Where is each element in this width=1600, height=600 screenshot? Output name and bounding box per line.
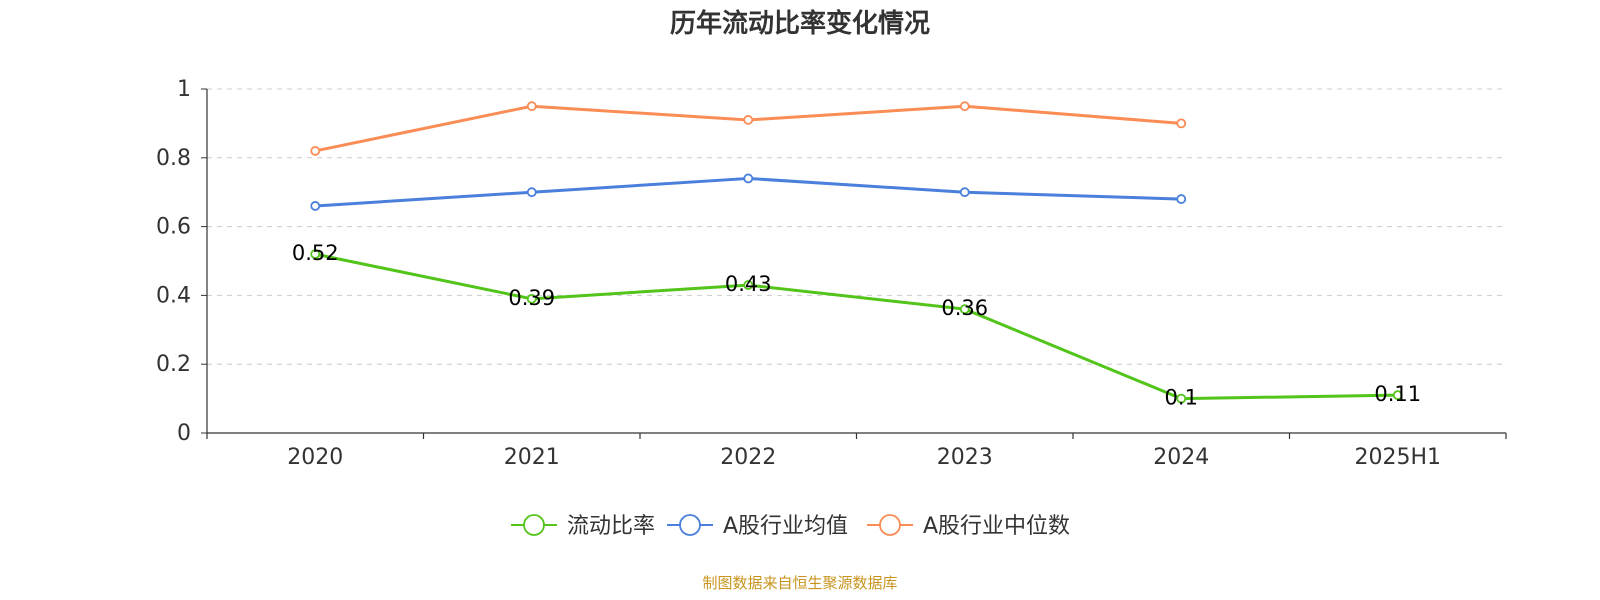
y-tick-label: 1 — [177, 77, 191, 102]
data-point — [1176, 393, 1187, 404]
data-point — [310, 201, 321, 211]
legend-item[interactable]: 流动比率 — [511, 514, 655, 539]
data-point — [959, 101, 970, 112]
axes-layer: 0 0.2 0.4 0.6 0.8 1 2020 2021 2022 2023 2024 2025H1 — [156, 77, 1507, 470]
data-label: 0.36 — [941, 296, 988, 320]
x-tick-label: 2022 — [720, 445, 776, 470]
data-labels-layer: 0.52 0.39 0.43 0.36 0.1 0.11 — [292, 241, 1421, 409]
data-point — [959, 304, 970, 315]
legend[interactable]: 流动比率 A股行业均值 A股行业中位数 — [511, 514, 1070, 539]
data-label: 0.43 — [725, 272, 772, 296]
data-point — [526, 187, 537, 198]
legend-circle-icon — [879, 514, 901, 536]
data-point — [1392, 390, 1403, 401]
x-tick-label: 2020 — [287, 445, 343, 470]
legend-item[interactable]: A股行业中位数 — [867, 514, 1070, 539]
series-line — [314, 252, 1398, 401]
legend-circle-icon — [523, 514, 545, 536]
legend-circle-icon — [679, 514, 701, 536]
grid-layer — [207, 88, 1506, 365]
data-point — [526, 101, 537, 112]
legend-label: 流动比率 — [567, 514, 655, 539]
data-point — [743, 115, 754, 125]
data-point — [526, 293, 537, 304]
data-point — [310, 146, 321, 156]
x-tick-label: 2021 — [504, 445, 560, 470]
x-tick-label: 2024 — [1153, 445, 1209, 470]
legend-label: A股行业均值 — [723, 514, 848, 539]
y-tick-label: 0 — [177, 421, 191, 446]
data-point — [1176, 194, 1187, 204]
legend-label: A股行业中位数 — [923, 514, 1070, 539]
y-tick-label: 0.6 — [156, 215, 191, 240]
x-tick-label: 2023 — [937, 445, 993, 470]
data-label: 0.39 — [508, 286, 555, 310]
chart-title: 历年流动比率变化情况 — [670, 8, 930, 39]
data-point — [1176, 118, 1187, 129]
y-tick-label: 0.2 — [156, 352, 191, 377]
data-label: 0.1 — [1165, 386, 1198, 410]
data-label: 0.11 — [1374, 382, 1421, 406]
y-tick-label: 0.8 — [156, 146, 191, 171]
data-point — [959, 187, 970, 198]
series-layer — [310, 101, 1403, 404]
x-tick-label: 2025H1 — [1354, 445, 1441, 470]
legend-item[interactable]: A股行业均值 — [667, 514, 848, 539]
data-label: 0.52 — [292, 241, 339, 265]
data-point — [310, 249, 321, 260]
y-tick-label: 0.4 — [156, 283, 191, 308]
source-note: 制图数据来自恒生聚源数据库 — [702, 574, 897, 592]
data-point — [743, 173, 754, 184]
data-point — [743, 280, 754, 290]
series-line — [314, 104, 1182, 153]
